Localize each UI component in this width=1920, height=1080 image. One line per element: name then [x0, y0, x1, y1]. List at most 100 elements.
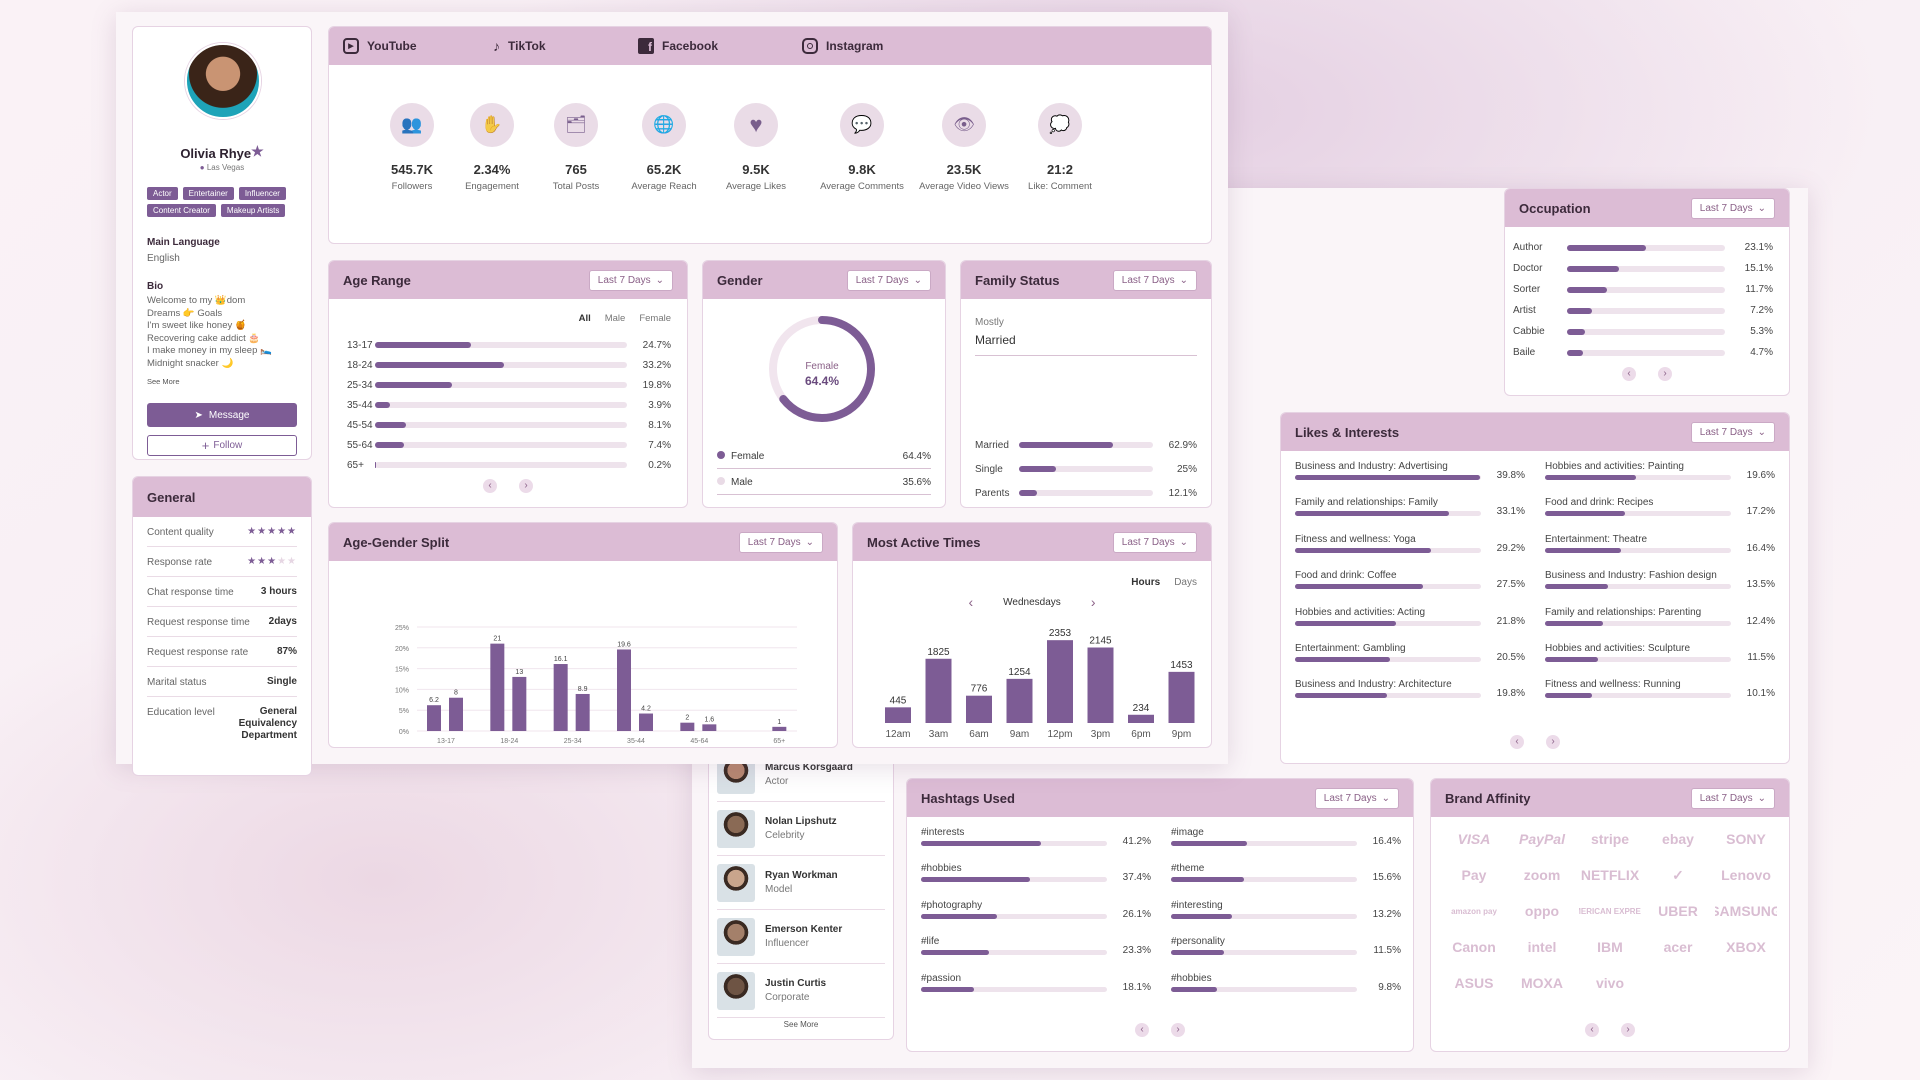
tab-facebook[interactable]: f Facebook — [638, 38, 802, 54]
bar-fill — [375, 362, 504, 368]
bar-track — [1171, 913, 1357, 919]
similar-see-more-link[interactable]: See More — [783, 1020, 819, 1029]
star-icon: ★ — [257, 526, 268, 537]
bar-track — [1295, 511, 1481, 517]
interest-label: Business and Industry: Advertising — [1295, 461, 1448, 472]
period-dropdown[interactable]: Last 7 Days ⌄ — [846, 269, 931, 291]
bar-track — [1019, 490, 1153, 496]
period-dropdown[interactable]: Last 7 Days ⌄ — [1314, 787, 1399, 809]
x-tick-label: 6am — [969, 729, 988, 740]
bar-track — [1171, 986, 1357, 992]
person-role: Actor — [765, 776, 789, 787]
dropdown-label: Last 7 Days — [1121, 274, 1175, 286]
bar-fill — [921, 877, 1030, 883]
prev-page-button[interactable]: ‹ — [1585, 1023, 1599, 1037]
tag-entertainer[interactable]: Entertainer — [182, 187, 234, 200]
tag-actor[interactable]: Actor — [147, 187, 178, 200]
brand-affinity-card: Brand Affinity Last 7 Days ⌄ VISA PayPal str… — [1430, 778, 1790, 1052]
tab-tiktok[interactable]: ♪ TikTok — [493, 38, 638, 54]
general-row: Request response rate 87% — [147, 637, 297, 667]
brand-logo: VISA — [1457, 830, 1491, 847]
stat-item: 👁 23.5K Average Video Views — [919, 103, 1009, 192]
bar-track — [921, 877, 1107, 883]
next-page-button[interactable]: › — [1658, 367, 1672, 381]
chevron-down-icon: ⌄ — [913, 274, 922, 286]
bar-label: 1 — [777, 719, 781, 726]
age-range-title: Age Range — [343, 272, 411, 288]
follow-button[interactable]: + Follow — [147, 435, 297, 456]
posts-icon: 🗂 — [554, 103, 598, 147]
star-icon: ★ — [251, 143, 264, 159]
prev-page-button[interactable]: ‹ — [1622, 367, 1636, 381]
stat-value: 21:2 — [1046, 162, 1074, 177]
period-dropdown[interactable]: Last 7 Days ⌄ — [1690, 421, 1775, 443]
bar-row: 65+ 0.2% — [347, 455, 671, 475]
chevron-down-icon: ⌄ — [1179, 274, 1188, 286]
stat-item: 🗂 765 Total Posts — [531, 103, 621, 192]
bar-fill — [1171, 986, 1217, 992]
filter-female[interactable]: Female — [639, 313, 671, 324]
similar-people-card: Marcus Korsgaard Actor Nolan Lipshutz Celeb… — [708, 748, 894, 1040]
message-button[interactable]: ➤ Message — [147, 403, 297, 427]
person-row[interactable]: Justin Curtis Corporate — [717, 964, 885, 1018]
next-page-button[interactable]: › — [1546, 735, 1560, 749]
prev-page-button[interactable]: ‹ — [1135, 1023, 1149, 1037]
period-dropdown[interactable]: Last 7 Days ⌄ — [1690, 787, 1775, 809]
interest-label: Food and drink: Coffee — [1295, 570, 1397, 582]
next-page-button[interactable]: › — [519, 479, 533, 493]
interest-value: 16.4% — [1746, 542, 1775, 554]
tab-days[interactable]: Days — [1174, 577, 1197, 588]
tab-instagram[interactable]: Instagram — [802, 38, 883, 54]
period-dropdown[interactable]: Last 7 Days ⌄ — [588, 269, 673, 291]
bar-fill — [1295, 475, 1481, 480]
tag-influencer[interactable]: Influencer — [238, 187, 286, 200]
person-row[interactable]: Emerson Kenter Influencer — [717, 910, 885, 964]
filter-male[interactable]: Male — [604, 313, 626, 324]
bar-row: Parents 12.1% — [975, 481, 1197, 505]
star-icon: ★ — [287, 556, 297, 567]
bio-see-more-link[interactable]: See More — [147, 377, 180, 386]
person-role: Corporate — [765, 992, 810, 1003]
stat-item: 👥 545.7K Followers — [367, 103, 457, 192]
avatar — [717, 863, 755, 902]
next-page-button[interactable]: › — [1621, 1023, 1635, 1037]
prev-day-button[interactable]: ‹ — [968, 594, 974, 610]
period-dropdown[interactable]: Last 7 Days ⌄ — [1112, 531, 1197, 553]
x-tick-label: 3pm — [1091, 729, 1110, 740]
period-dropdown[interactable]: Last 7 Days ⌄ — [1112, 269, 1197, 291]
period-dropdown[interactable]: Last 7 Days ⌄ — [738, 531, 823, 553]
stat-value: 23.5K — [946, 162, 982, 177]
bar-row: Artist 7.2% — [1513, 300, 1773, 321]
bar-label: 1.6 — [704, 716, 714, 723]
tab-youtube[interactable]: ▶ YouTube — [343, 38, 493, 54]
period-dropdown[interactable]: Last 7 Days ⌄ — [1690, 197, 1775, 219]
chevron-down-icon: ⌄ — [805, 536, 814, 548]
next-page-button[interactable]: › — [1171, 1023, 1185, 1037]
bar-label: Author — [1513, 242, 1543, 253]
tag-makeup-artists[interactable]: Makeup Artists — [220, 204, 286, 217]
bar-fill — [1567, 265, 1619, 272]
stat-label: Total Posts — [552, 181, 600, 192]
tag-content-creator[interactable]: Content Creator — [147, 204, 216, 217]
general-row-value: 87% — [276, 646, 297, 657]
interest-row: Business and Industry: Architecture 19.8% — [1295, 679, 1525, 715]
next-day-button[interactable]: › — [1090, 594, 1096, 610]
filter-all[interactable]: All — [578, 313, 591, 324]
interest-label: Hobbies and activities: Painting — [1545, 461, 1684, 472]
person-row[interactable]: Ryan Workman Model — [717, 856, 885, 910]
bar-track — [921, 950, 1107, 956]
bar-label: Artist — [1513, 305, 1536, 316]
bar-fill — [921, 841, 1041, 846]
bar-value: 24.7% — [642, 339, 671, 351]
prev-page-button[interactable]: ‹ — [1510, 735, 1524, 749]
plus-icon: + — [201, 438, 210, 453]
chevron-down-icon: ⌄ — [1757, 202, 1766, 214]
bar-fill — [1171, 877, 1244, 883]
interest-value: 29.2% — [1496, 542, 1525, 554]
prev-page-button[interactable]: ‹ — [483, 479, 497, 493]
person-row[interactable]: Nolan Lipshutz Celebrity — [717, 802, 885, 856]
interest-label: #theme — [1171, 863, 1205, 875]
bar-row: Sorter 11.7% — [1513, 279, 1773, 300]
general-card: General Content quality ★★★★★ Response rat… — [132, 476, 312, 776]
tab-hours[interactable]: Hours — [1131, 577, 1161, 588]
